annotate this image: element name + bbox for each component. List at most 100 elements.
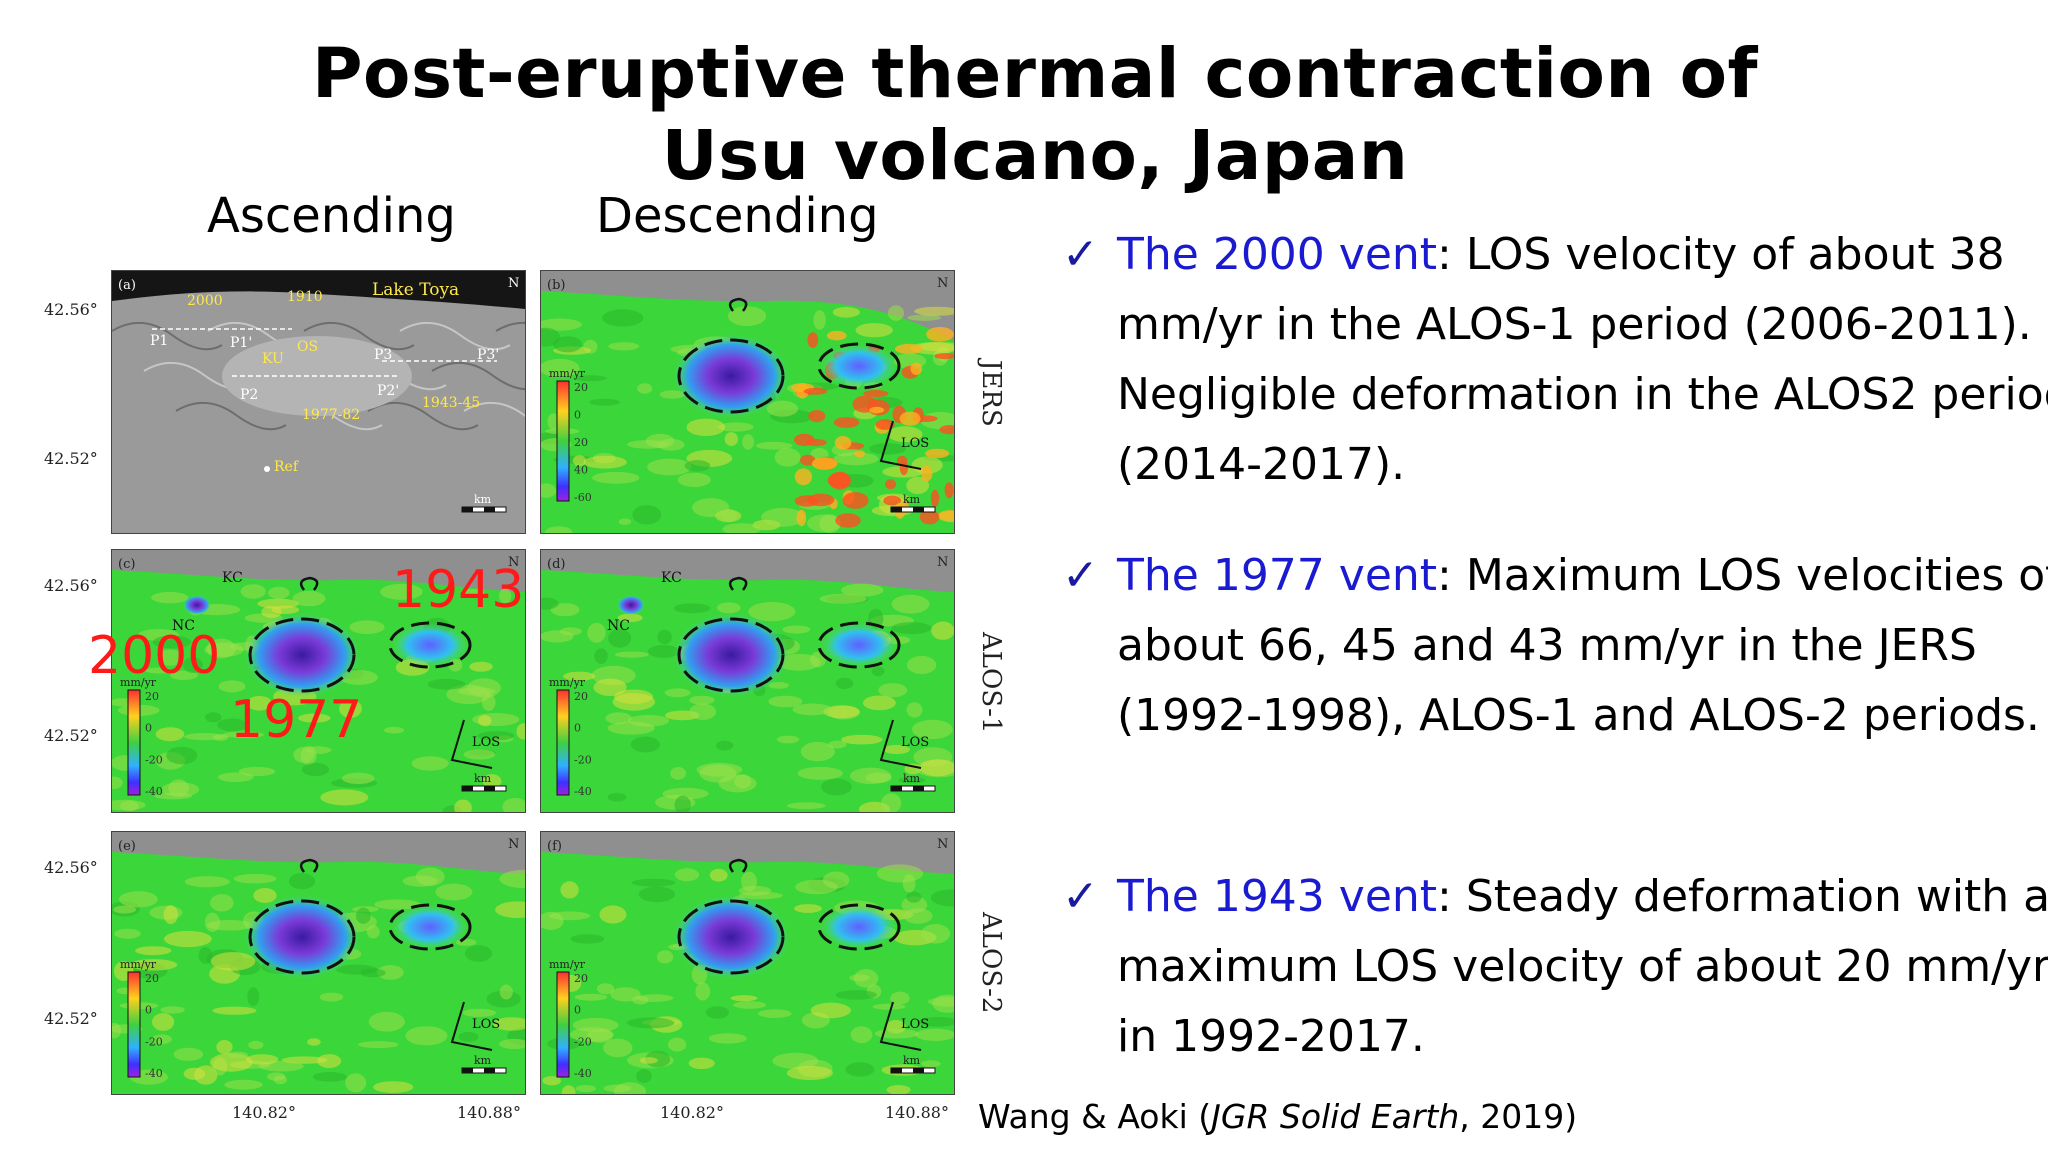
lon-tick: 140.82° (232, 1103, 296, 1122)
colorbar-tick: 20 (574, 436, 588, 449)
annotation-1977: 1977 (230, 690, 363, 750)
row-label-alos-2: ALOS-2 (976, 912, 1006, 1014)
profile-label: P3 (374, 347, 392, 363)
panel-letter: (c) (118, 557, 135, 572)
colorbar-unit: mm/yr (549, 367, 586, 380)
lat-tick: 42.52° (44, 726, 98, 745)
colorbar-tick: -20 (574, 753, 592, 766)
lon-tick: 140.82° (660, 1103, 724, 1122)
panel-letter: (f) (547, 839, 562, 854)
colorbar-tick: -20 (145, 753, 163, 766)
colorbar-tick: 40 (574, 464, 588, 477)
scale-km: km (903, 772, 921, 785)
nc-label: NC (607, 618, 630, 634)
check-icon: ✓ (1062, 550, 1099, 601)
lat-tick: 42.56° (44, 858, 98, 877)
bullet-text: : Steady deformation with a maximum LOS … (1117, 871, 2048, 1062)
lat-tick: 42.56° (44, 576, 98, 595)
slide-title-line-1: Post-eruptive thermal contraction of (311, 34, 1758, 114)
citation-authors: Wang & Aoki ( (978, 1097, 1212, 1136)
colorbar-tick: 0 (574, 1004, 581, 1017)
colorbar-tick: 0 (145, 722, 152, 735)
bullet-text: : LOS velocity of about 38 mm/yr in the … (1117, 229, 2048, 490)
colorbar-tick: -60 (574, 491, 592, 504)
kc-label: KC (661, 570, 682, 586)
column-header-ascending: Ascending (207, 188, 456, 244)
north-arrow: N (508, 555, 519, 570)
dome-label: OS (297, 339, 318, 355)
row-label-alos-1: ALOS-1 (976, 632, 1006, 734)
kc-label: KC (222, 570, 243, 586)
profile-label: P1' (230, 335, 252, 351)
colorbar-tick: 0 (145, 1004, 152, 1017)
scale-km: km (474, 772, 492, 785)
vent-label-2000: 2000 (187, 293, 223, 309)
vent-label-1910: 1910 (287, 289, 323, 305)
colorbar-unit: mm/yr (120, 676, 157, 689)
lat-tick: 42.52° (44, 1009, 98, 1028)
vent-label-1943: 1943-45 (422, 395, 480, 411)
los-label: LOS (901, 1017, 929, 1032)
colorbar-tick: 0 (574, 409, 581, 422)
colorbar-tick: -20 (145, 1035, 163, 1048)
north-arrow: N (937, 837, 948, 852)
profile-label: P1 (150, 333, 168, 349)
slide-title-line-2: Usu volcano, Japan (661, 116, 1409, 196)
los-label: LOS (472, 735, 500, 750)
profile-label: P2 (240, 387, 258, 403)
bullet-lead: The 1977 vent (1117, 550, 1438, 601)
dome-label: KU (262, 351, 284, 367)
lon-tick: 140.88° (457, 1103, 521, 1122)
lat-tick: 42.52° (44, 449, 98, 468)
vent-label-1977: 1977-82 (302, 407, 360, 423)
scale-km: km (474, 1054, 492, 1067)
panel-letter: (a) (118, 278, 136, 293)
north-arrow: N (508, 276, 519, 291)
colorbar-tick: -20 (574, 1035, 592, 1048)
panel-letter: (e) (118, 839, 136, 854)
lake-label: Lake Toya (372, 280, 459, 300)
colorbar-tick: 20 (145, 972, 159, 985)
lon-tick: 140.88° (885, 1103, 949, 1122)
colorbar-tick: 20 (574, 381, 588, 394)
citation: Wang & Aoki (JGR Solid Earth, 2019) (978, 1094, 1577, 1140)
colorbar-unit: mm/yr (120, 958, 157, 971)
insar-panel: 2000 1910 Lake Toya P1 P1' P2 P2' P3 P3' KU OS 1977… (111, 270, 526, 534)
colorbar-tick: 20 (145, 690, 159, 703)
north-arrow: N (508, 837, 519, 852)
north-arrow: N (937, 555, 948, 570)
check-icon: ✓ (1062, 229, 1099, 280)
column-header-descending: Descending (596, 188, 879, 244)
colorbar-tick: -40 (574, 1067, 592, 1080)
reference-label: Ref (274, 459, 300, 475)
panel-letter: (d) (547, 557, 565, 572)
colorbar-unit: mm/yr (549, 958, 586, 971)
colorbar-tick: -40 (145, 785, 163, 798)
colorbar-tick: -40 (145, 1067, 163, 1080)
profile-label: P3' (477, 347, 499, 363)
row-label-jers: JERS (976, 360, 1006, 427)
north-arrow: N (937, 276, 948, 291)
colorbar-unit: mm/yr (549, 676, 586, 689)
colorbar-tick: 20 (574, 690, 588, 703)
panel-letter: (b) (547, 278, 565, 293)
check-icon: ✓ (1062, 871, 1099, 922)
annotation-2000: 2000 (88, 626, 221, 686)
citation-year: , 2019) (1459, 1097, 1578, 1136)
bullet-text: : Maximum LOS velocities of about 66, 45… (1117, 550, 2048, 741)
annotation-1943: 1943 (392, 560, 525, 620)
los-label: LOS (901, 436, 929, 451)
scale-km: km (903, 1054, 921, 1067)
bullet-lead: The 1943 vent (1117, 871, 1438, 922)
scale-km: km (903, 493, 921, 506)
colorbar-tick: -40 (574, 785, 592, 798)
profile-label: P2' (377, 383, 399, 399)
citation-journal: JGR Solid Earth (1211, 1097, 1460, 1136)
los-label: LOS (472, 1017, 500, 1032)
nc-label: NC (172, 618, 195, 634)
colorbar-tick: 20 (574, 972, 588, 985)
